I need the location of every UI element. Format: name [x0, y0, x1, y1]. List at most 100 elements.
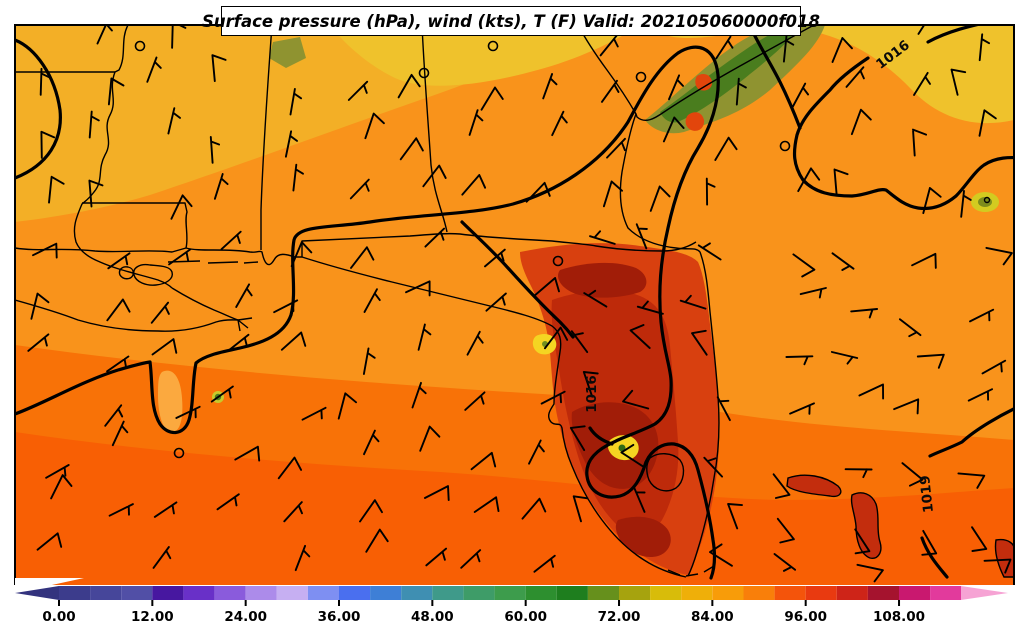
wind-barb — [606, 137, 626, 159]
wind-barb — [971, 526, 988, 552]
pressure-contour — [15, 45, 720, 580]
wind-barb — [635, 223, 648, 250]
wind-barb — [284, 130, 298, 158]
temp-region-florida-dark-2c — [615, 516, 671, 558]
wind-barb — [470, 451, 497, 471]
coastline — [15, 247, 687, 578]
wind-barb — [365, 528, 389, 553]
pressure-contour — [792, 56, 1014, 211]
wind-barb — [715, 35, 734, 60]
wind-barb — [916, 353, 945, 369]
wind-barb — [277, 456, 303, 480]
temp-region-dark-green-streak — [660, 25, 800, 123]
colorbar-cell — [836, 586, 868, 600]
colorbar-tick-label: 60.00 — [504, 609, 547, 625]
wind-barb — [175, 405, 201, 419]
wind-barb — [425, 547, 448, 567]
wind-barbs-layer — [27, 25, 1013, 583]
pressure-contour — [15, 38, 62, 180]
wind-barb — [854, 528, 871, 555]
colorbar-cell — [587, 586, 619, 600]
wind-barb — [620, 443, 645, 468]
colorbar-cell — [59, 586, 91, 600]
wind-barb — [363, 288, 381, 313]
wind-barb — [901, 462, 924, 487]
wind-barb — [572, 495, 589, 523]
wind-barb — [108, 503, 134, 517]
wind-barb — [856, 563, 884, 583]
colorbar-cell — [214, 586, 246, 600]
wind-barb — [785, 355, 814, 366]
wind-barb — [399, 137, 424, 161]
wind-barb — [347, 80, 369, 101]
wind-barb — [599, 34, 619, 57]
colorbar-cell — [90, 586, 122, 600]
wind-barb — [411, 381, 427, 409]
wind-barb — [898, 318, 922, 338]
colorbar-arrow-right — [961, 586, 1008, 600]
colorbar-cell — [152, 586, 184, 600]
wind-barb — [88, 110, 100, 139]
wind-barb — [969, 308, 995, 323]
wind-barb — [210, 385, 234, 403]
colorbar-tick-label: 36.00 — [318, 609, 361, 625]
pressure-contour — [926, 25, 983, 44]
colorbar-cell — [494, 586, 526, 600]
wind-barb — [850, 108, 872, 136]
wind-barb — [649, 185, 671, 212]
wind-barb — [911, 252, 937, 269]
wind-barb — [773, 553, 797, 572]
wind-barb — [419, 425, 441, 452]
pressure-contour-layer — [15, 25, 1014, 580]
calm-wind-circle — [487, 40, 499, 52]
wind-barb — [235, 283, 253, 308]
wind-barb — [461, 174, 487, 196]
state-border — [301, 232, 697, 257]
spot-core-fl — [618, 444, 626, 452]
wind-barb — [468, 109, 484, 136]
wind-barb — [48, 175, 65, 204]
wind-barb — [697, 242, 722, 261]
wind-barb — [227, 333, 250, 352]
wind-barb — [776, 517, 795, 544]
colorbar-tick-label: 84.00 — [691, 609, 734, 625]
wind-barb — [168, 248, 192, 266]
pressure-contour — [747, 25, 802, 130]
island-abaco — [850, 492, 882, 559]
wind-barb — [171, 25, 187, 49]
temp-region-florida-dark-2b — [557, 262, 647, 298]
wind-barb — [422, 164, 447, 188]
pressure-contour-label: 1019 — [917, 474, 937, 513]
wind-barb — [280, 331, 307, 351]
temp-region-top-yellow-strip — [330, 25, 640, 86]
colorbar-cell — [401, 586, 433, 600]
wind-barb — [679, 294, 707, 310]
wind-barb — [30, 292, 50, 320]
colorbar: 0.00 12.00 24.00 36.00 48.00 60.00 72.00 84.00 9… — [15, 578, 1008, 625]
wind-barb — [301, 406, 327, 421]
wind-barb — [727, 503, 743, 530]
wind-barb — [294, 544, 311, 572]
colorbar-cell — [339, 586, 371, 600]
wind-barb — [833, 168, 849, 197]
state-border — [73, 25, 173, 289]
coastline — [619, 25, 815, 577]
wind-barb — [691, 329, 708, 356]
temp-region-south-deep-2 — [15, 432, 1014, 585]
wind-barb — [893, 398, 920, 415]
wind-barb — [950, 68, 967, 96]
wind-barb — [289, 87, 303, 116]
colorbar-cell — [121, 586, 153, 600]
colorbar-cell — [930, 586, 961, 600]
wind-barb — [521, 497, 547, 520]
wind-barb — [397, 73, 421, 99]
coastline — [171, 287, 253, 332]
colorbar-tick-label: 96.00 — [784, 609, 827, 625]
wind-barb — [349, 178, 370, 200]
wind-barb — [211, 54, 227, 83]
wind-barb — [362, 347, 376, 375]
wind-barb — [735, 77, 747, 106]
spot-ring-ne — [983, 196, 991, 204]
wind-barb — [484, 248, 506, 268]
